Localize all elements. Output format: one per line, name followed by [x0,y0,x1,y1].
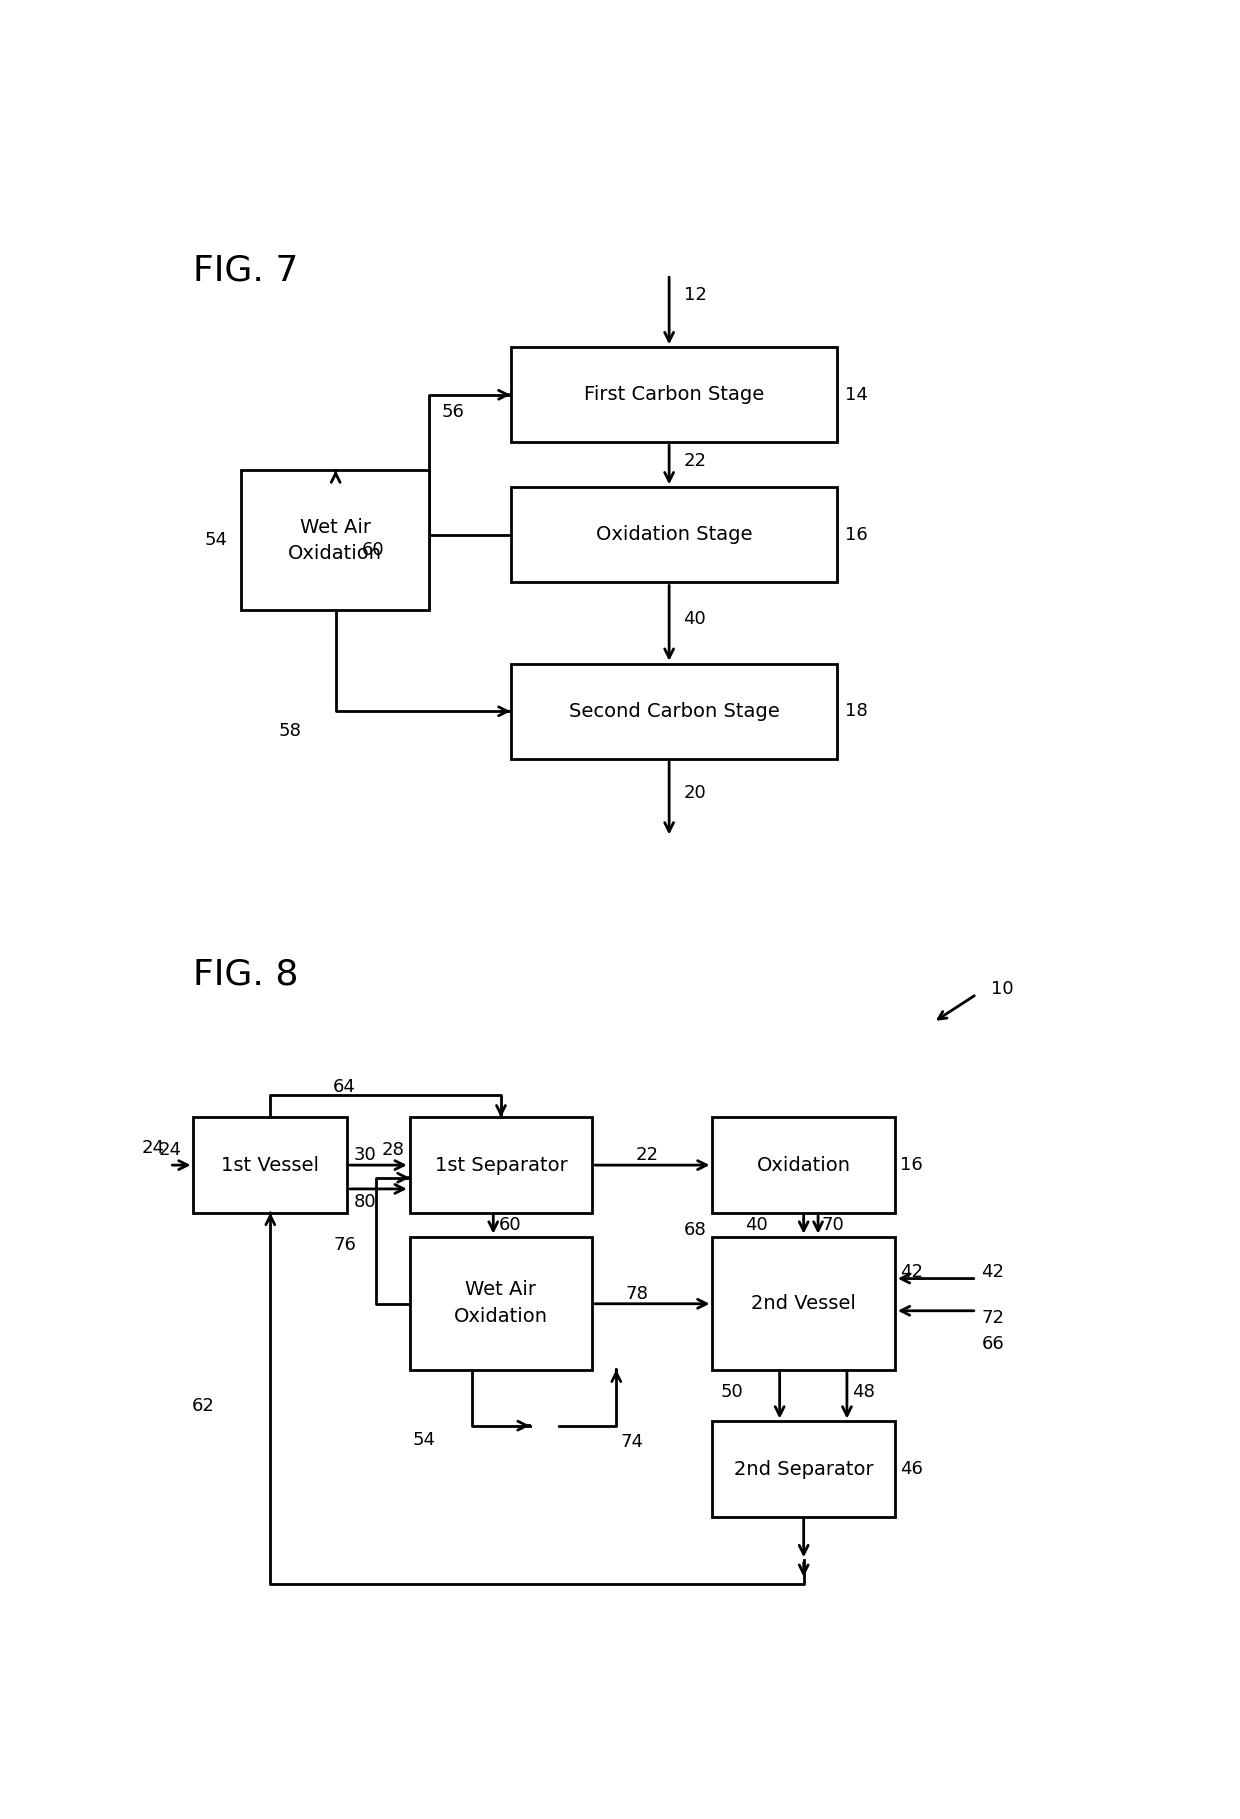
Text: FIG. 8: FIG. 8 [193,959,299,991]
Text: FIG. 7: FIG. 7 [193,253,299,287]
Text: 70: 70 [822,1217,844,1235]
Text: 16: 16 [900,1157,923,1173]
Text: 68: 68 [684,1221,707,1239]
Text: 40: 40 [683,609,707,628]
Text: Wet Air
Oxidation: Wet Air Oxidation [454,1281,548,1326]
Text: 42: 42 [900,1262,923,1281]
Text: 22: 22 [683,451,707,469]
Text: 50: 50 [720,1382,743,1401]
Text: 78: 78 [626,1284,649,1302]
FancyBboxPatch shape [193,1117,347,1213]
FancyBboxPatch shape [409,1117,593,1213]
Text: 46: 46 [900,1461,923,1479]
Text: 58: 58 [278,722,301,740]
Text: 48: 48 [852,1382,874,1401]
Text: 2nd Vessel: 2nd Vessel [751,1293,856,1313]
Text: Wet Air
Oxidation: Wet Air Oxidation [288,518,382,564]
Text: 12: 12 [683,286,707,304]
Text: 14: 14 [844,386,868,404]
FancyBboxPatch shape [409,1237,593,1370]
Text: Oxidation Stage: Oxidation Stage [595,526,753,544]
Text: 20: 20 [683,784,707,802]
Text: 54: 54 [205,531,227,549]
Text: 62: 62 [192,1397,215,1415]
Text: 72: 72 [982,1310,1004,1326]
FancyBboxPatch shape [712,1421,895,1517]
Text: 66: 66 [982,1335,1004,1353]
FancyBboxPatch shape [712,1237,895,1370]
Text: 60: 60 [498,1217,522,1235]
Text: 24: 24 [159,1141,182,1159]
FancyBboxPatch shape [712,1117,895,1213]
Text: 76: 76 [334,1235,357,1253]
Text: 10: 10 [991,980,1013,997]
Text: Oxidation: Oxidation [756,1155,851,1175]
Text: 64: 64 [332,1077,356,1095]
Text: First Carbon Stage: First Carbon Stage [584,386,764,404]
FancyBboxPatch shape [242,471,429,611]
Text: 1st Separator: 1st Separator [434,1155,568,1175]
Text: 80: 80 [353,1193,377,1210]
Text: 24: 24 [141,1139,165,1157]
Text: 28: 28 [382,1141,404,1159]
FancyBboxPatch shape [511,664,837,759]
Text: 16: 16 [844,526,868,544]
Text: 30: 30 [353,1146,377,1164]
FancyBboxPatch shape [511,487,837,582]
Text: 42: 42 [982,1262,1004,1281]
Text: Second Carbon Stage: Second Carbon Stage [569,702,779,720]
Text: 18: 18 [844,702,868,720]
Text: 22: 22 [635,1146,658,1164]
Text: 74: 74 [620,1433,644,1452]
Text: 54: 54 [413,1430,435,1448]
Text: 40: 40 [745,1217,768,1235]
Text: 56: 56 [441,402,464,420]
FancyBboxPatch shape [511,347,837,442]
Text: 1st Vessel: 1st Vessel [221,1155,320,1175]
Text: 2nd Separator: 2nd Separator [734,1459,873,1479]
Text: 60: 60 [362,542,384,558]
